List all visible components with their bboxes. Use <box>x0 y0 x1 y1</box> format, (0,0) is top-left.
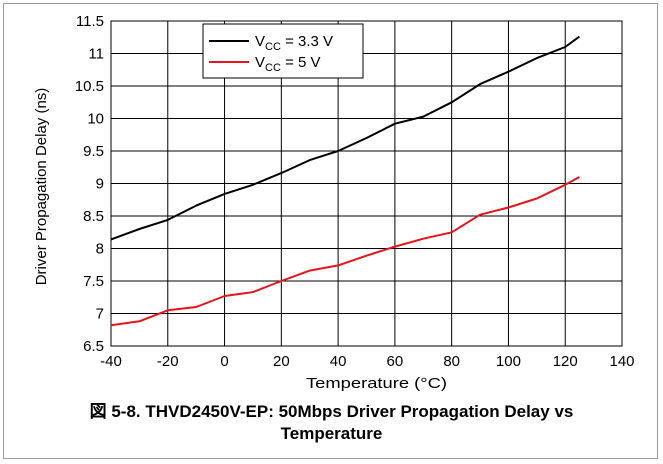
legend-entry: VCC = 3.3 V <box>255 33 333 53</box>
series-line <box>110 176 580 327</box>
y-tick-label: 11 <box>88 46 104 63</box>
caption-line-1: 図 5-8. THVD2450V-EP: 50Mbps Driver Propa… <box>89 402 574 421</box>
series-line <box>110 35 580 241</box>
x-tick-label: 60 <box>387 353 404 370</box>
x-tick-labels: -40 -20 0 20 40 60 80 100 120 140 <box>100 353 634 370</box>
y-tick-label: 6.5 <box>83 338 104 355</box>
y-tick-label: 8.5 <box>83 208 104 225</box>
figure-frame <box>3 3 658 459</box>
caption-line-2: Temperature <box>280 424 383 443</box>
y-tick-label: 11.5 <box>76 13 104 30</box>
x-tick-label: 0 <box>220 353 228 370</box>
x-tick-label: -40 <box>100 353 122 370</box>
grid-lines <box>110 20 623 347</box>
y-tick-label: 10 <box>87 111 104 128</box>
y-tick-label: 7 <box>96 306 104 323</box>
propagation-delay-chart: -40 -20 0 20 40 60 80 100 120 140 6.5 7 7.5 8 8.5 9 9.5… <box>33 13 635 392</box>
y-tick-label: 9.5 <box>83 143 104 160</box>
series-lines <box>110 35 580 327</box>
x-tick-label: 100 <box>496 353 521 370</box>
x-tick-label: 20 <box>273 353 290 370</box>
y-tick-label: 10.5 <box>75 78 104 95</box>
x-tick-label: 80 <box>443 353 460 370</box>
x-axis-label: Temperature (°C) <box>306 375 447 392</box>
x-tick-label: -20 <box>157 353 179 370</box>
legend-entry: VCC = 5 V <box>255 54 321 74</box>
y-tick-label: 8 <box>96 241 104 258</box>
y-tick-label: 7.5 <box>83 273 104 290</box>
y-axis-label: Driver Propagation Delay (ns) <box>33 88 50 286</box>
x-tick-label: 40 <box>330 353 347 370</box>
y-tick-label: 9 <box>96 176 104 193</box>
x-tick-label: 140 <box>609 353 634 370</box>
figure-caption: 図 5-8. THVD2450V-EP: 50Mbps Driver Propa… <box>0 401 663 445</box>
y-tick-labels: 6.5 7 7.5 8 8.5 9 9.5 10 10.5 11 11.5 <box>75 13 104 355</box>
x-tick-label: 120 <box>553 353 578 370</box>
plot-area-border <box>110 20 623 347</box>
legend-box <box>202 23 364 79</box>
